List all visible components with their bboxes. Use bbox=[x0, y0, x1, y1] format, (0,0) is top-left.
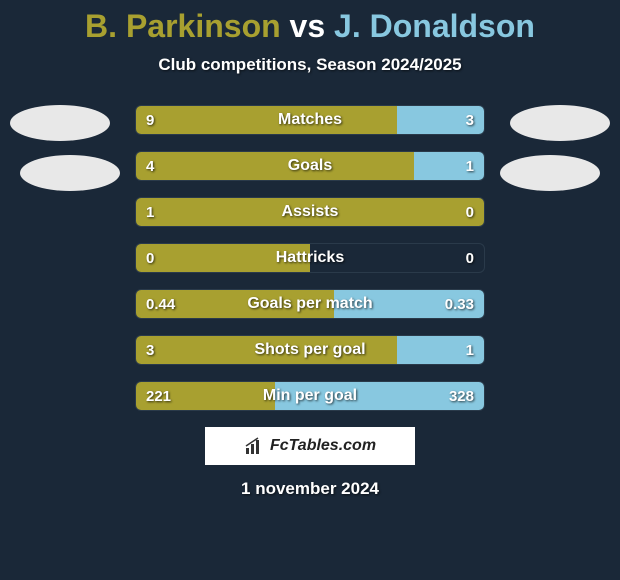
footer-date: 1 november 2024 bbox=[0, 479, 620, 499]
team1-logo-placeholder bbox=[20, 155, 120, 191]
stat-row: Min per goal221 328 bbox=[135, 381, 485, 411]
stat-label: Goals per match bbox=[136, 290, 484, 318]
stat-value-right: 328 bbox=[439, 382, 484, 410]
stat-value-left: 0 bbox=[136, 244, 164, 272]
stat-value-left: 3 bbox=[136, 336, 164, 364]
stat-row: Shots per goal3 1 bbox=[135, 335, 485, 365]
stat-row: Goals per match0.44 0.33 bbox=[135, 289, 485, 319]
stat-label: Shots per goal bbox=[136, 336, 484, 364]
stat-value-right: 1 bbox=[456, 336, 484, 364]
comparison-card: B. Parkinson vs J. Donaldson Club compet… bbox=[0, 0, 620, 580]
stat-label: Matches bbox=[136, 106, 484, 134]
stat-value-right: 0 bbox=[456, 198, 484, 226]
stat-row: Goals4 1 bbox=[135, 151, 485, 181]
player1-avatar-placeholder bbox=[10, 105, 110, 141]
player2-name: J. Donaldson bbox=[334, 8, 535, 44]
stat-label: Hattricks bbox=[136, 244, 484, 272]
player2-avatar-placeholder bbox=[510, 105, 610, 141]
stat-value-left: 4 bbox=[136, 152, 164, 180]
team2-logo-placeholder bbox=[500, 155, 600, 191]
stat-row: Assists1 0 bbox=[135, 197, 485, 227]
stat-row: Matches9 3 bbox=[135, 105, 485, 135]
brand-text: FcTables.com bbox=[270, 437, 376, 455]
stat-value-right: 0 bbox=[456, 244, 484, 272]
stat-value-left: 9 bbox=[136, 106, 164, 134]
stat-value-left: 1 bbox=[136, 198, 164, 226]
stat-value-right: 3 bbox=[456, 106, 484, 134]
brand-badge: FcTables.com bbox=[205, 427, 415, 465]
stat-value-right: 1 bbox=[456, 152, 484, 180]
player1-name: B. Parkinson bbox=[85, 8, 281, 44]
stat-label: Goals bbox=[136, 152, 484, 180]
stat-value-right: 0.33 bbox=[435, 290, 484, 318]
stat-label: Assists bbox=[136, 198, 484, 226]
stat-value-left: 0.44 bbox=[136, 290, 185, 318]
stat-label: Min per goal bbox=[136, 382, 484, 410]
subtitle: Club competitions, Season 2024/2025 bbox=[0, 55, 620, 75]
stat-rows: Matches93Goals41Assists10Hattricks00Goal… bbox=[135, 105, 485, 411]
stat-value-left: 221 bbox=[136, 382, 181, 410]
vs-text: vs bbox=[290, 8, 326, 44]
chart-area: Matches93Goals41Assists10Hattricks00Goal… bbox=[0, 105, 620, 411]
stat-row: Hattricks0 0 bbox=[135, 243, 485, 273]
brand-icon bbox=[244, 436, 264, 456]
title: B. Parkinson vs J. Donaldson bbox=[0, 8, 620, 45]
